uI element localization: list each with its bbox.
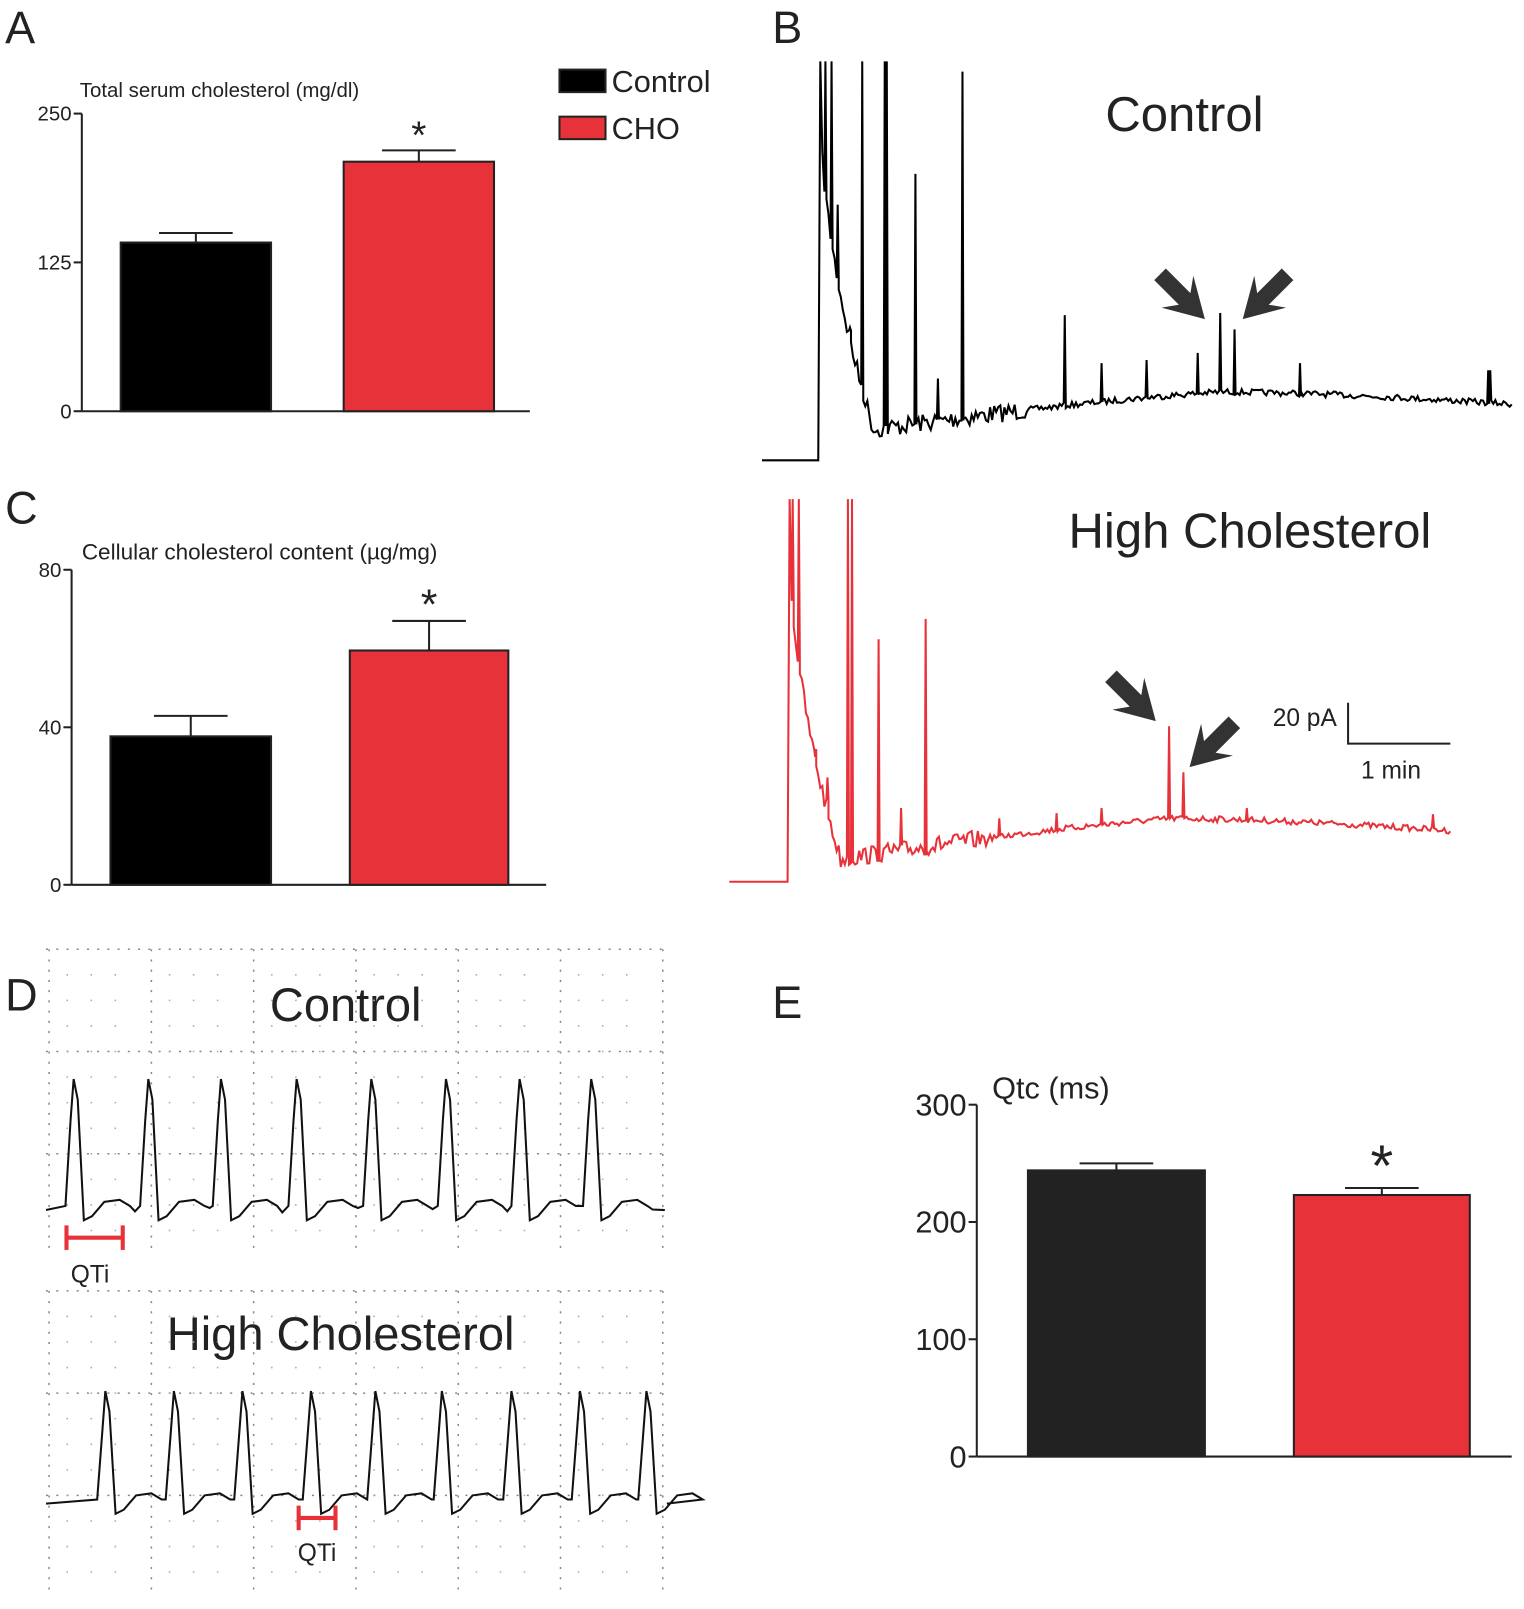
panel-label: A — [5, 2, 35, 53]
panel-label: C — [5, 483, 38, 534]
bar — [1292, 1193, 1471, 1458]
legend-swatch — [558, 115, 607, 141]
y-tick-label: 200 — [915, 1205, 966, 1240]
y-tick-label: 0 — [950, 1439, 967, 1474]
ecg-trace — [45, 1390, 706, 1516]
interval-label: QTi — [71, 1262, 110, 1289]
ecg-title: Control — [270, 978, 422, 1031]
arrow — [1242, 268, 1294, 320]
y-tick-label: 125 — [37, 252, 71, 275]
current-trace — [729, 499, 1452, 883]
bar — [1026, 1169, 1206, 1458]
current-trace — [762, 61, 1513, 462]
bar — [119, 241, 273, 413]
y-tick-label: 40 — [39, 716, 62, 739]
legend-label: CHO — [612, 111, 680, 146]
y-tick-label: 100 — [915, 1322, 966, 1357]
legend-swatch — [558, 68, 607, 94]
arrow — [1189, 716, 1241, 768]
bar — [109, 735, 273, 886]
significance: * — [421, 581, 438, 629]
ecg-title: High Cholesterol — [167, 1307, 515, 1360]
legend-label: Control — [612, 64, 711, 99]
bar — [348, 649, 510, 886]
trace-title: High Cholesterol — [1068, 504, 1431, 558]
scale-bar — [1347, 702, 1451, 745]
axis-title: Cellular cholesterol content (µg/mg) — [82, 540, 438, 565]
y-tick-label: 0 — [60, 400, 71, 423]
ecg-trace — [45, 1078, 665, 1222]
y-tick-label: 250 — [37, 103, 71, 126]
axis-title: Qtc (ms) — [992, 1071, 1110, 1106]
trace-title: Control — [1105, 88, 1263, 142]
y-tick-label: 80 — [39, 559, 62, 582]
arrow — [1154, 268, 1205, 320]
axis-title: Total serum cholesterol (mg/dl) — [80, 79, 359, 102]
scale-label: 20 pA — [1273, 705, 1338, 732]
interval-label: QTi — [298, 1540, 337, 1567]
scale-label: 1 min — [1361, 757, 1421, 784]
y-tick-label: 300 — [915, 1087, 966, 1122]
panel-label: D — [5, 970, 38, 1021]
y-tick-label: 0 — [50, 874, 61, 897]
panel-label: E — [772, 977, 802, 1028]
significance: * — [411, 114, 426, 157]
significance: * — [1370, 1134, 1393, 1199]
arrow — [1105, 670, 1156, 722]
panel-label: B — [772, 2, 802, 53]
bar — [342, 160, 496, 413]
